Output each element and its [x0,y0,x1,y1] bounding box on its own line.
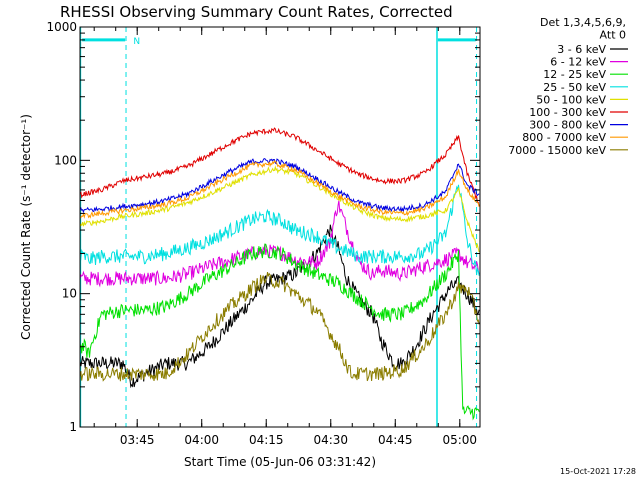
y-tick-label-1: 10 [62,287,77,301]
marker-label: N [133,37,140,47]
legend-label-1: 6 - 12 keV [550,56,606,69]
series-line-7 [79,160,480,219]
legend-label-5: 100 - 300 keV [529,106,606,119]
chart-title: RHESSI Observing Summary Count Rates, Co… [60,3,453,21]
legend-header-1: Att 0 [600,29,626,42]
series-line-3 [79,184,480,276]
plot-frame [79,26,481,428]
y-tick-label-3: 1000 [46,20,77,34]
x-tick-label-5: 05:00 [442,433,477,447]
x-tick-label-0: 03:45 [120,433,155,447]
timestamp: 15-Oct-2021 17:28 [560,467,636,476]
y-axis: 1 10 100 1000 [46,20,480,434]
legend-header-0: Det 1,3,4,5,6,9, [540,16,626,29]
series-line-5 [79,127,480,207]
x-axis: 03:45 04:00 04:15 04:30 04:45 05:00 [93,27,477,447]
legend-label-8: 7000 - 15000 keV [508,144,606,157]
y-tick-label-2: 100 [54,153,77,167]
x-tick-label-4: 04:45 [378,433,413,447]
series-line-2 [79,243,480,421]
legend-label-0: 3 - 6 keV [557,43,606,56]
legend-label-4: 50 - 100 keV [536,93,606,106]
x-tick-label-1: 04:00 [184,433,219,447]
series-line-4 [79,165,480,253]
y-axis-label: Corrected Count Rate (s⁻¹ detector⁻¹) [19,114,33,340]
y-tick-label-0: 1 [69,420,77,434]
series-line-0 [79,224,480,389]
markers-layer: N [79,27,478,427]
legend-label-6: 300 - 800 keV [529,119,606,132]
series-line-8 [79,271,480,382]
series-line-1 [79,200,480,288]
x-axis-label: Start Time (05-Jun-06 03:31:42) [184,455,376,469]
x-tick-label-3: 04:30 [313,433,348,447]
legend-label-7: 800 - 7000 keV [522,131,606,144]
legend-label-2: 12 - 25 keV [543,68,606,81]
series-layer [79,127,480,421]
legend-label-3: 25 - 50 keV [543,81,606,94]
x-tick-label-2: 04:15 [249,433,284,447]
